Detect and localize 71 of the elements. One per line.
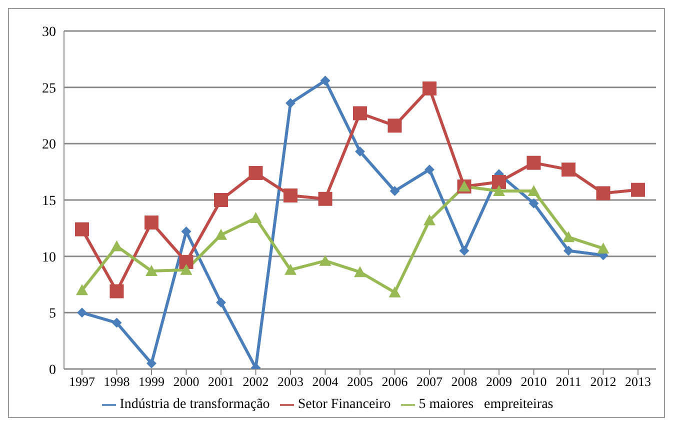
point [390,186,400,196]
point [424,214,436,226]
point [320,76,330,86]
point [146,264,158,276]
point [424,164,434,175]
point [286,98,296,108]
x-tick-label: 2000 [173,374,200,390]
point [110,240,123,252]
point [215,228,227,240]
point [181,226,192,237]
point [250,212,262,224]
point [459,246,470,256]
x-tick-label: 2009 [486,374,512,390]
x-tick-label: 2011 [556,374,582,390]
x-tick-label: 1998 [104,374,130,390]
point [492,174,506,189]
point [564,246,574,256]
point [214,193,228,207]
y-tick-label: 15 [42,194,56,209]
point [75,222,89,236]
point [77,308,87,318]
x-tick-label: 2004 [312,374,339,390]
point [144,216,158,230]
point [248,166,263,180]
point [216,298,226,308]
x-tick-label: 1997 [69,374,96,390]
point [179,254,194,269]
point [528,198,539,208]
point [318,192,332,206]
point [388,286,401,298]
x-tick-label: 2005 [347,374,373,390]
point [631,182,645,197]
y-tick-label: 0 [49,362,56,378]
x-tick-label: 2003 [278,374,304,390]
point [493,184,505,196]
x-tick-label: 2010 [520,374,547,390]
x-tick-label: 2012 [590,374,616,390]
point [284,188,298,202]
y-tick-label: 10 [42,250,56,266]
x-tick-label: 2008 [451,374,478,390]
point [422,81,436,96]
legend-label: Setor Financeiro [298,397,391,412]
x-tick-label: 2013 [625,374,651,390]
point [597,242,610,254]
point [562,231,574,242]
x-tick-label: 2006 [382,374,408,390]
point [354,266,366,278]
point [112,318,122,328]
x-tick-label: 2001 [208,374,234,390]
point [353,106,367,120]
point [355,146,365,157]
x-tick-label: 2002 [242,374,269,390]
point [180,264,192,275]
legend-label: Indústria de transformação [120,397,270,412]
point [319,254,332,266]
point [76,284,88,296]
point [284,264,296,275]
point [110,284,124,298]
point [388,118,402,133]
y-tick-label: 25 [42,81,56,96]
y-tick-label: 30 [42,24,56,40]
x-tick-label: 2007 [416,374,443,390]
point [146,358,156,368]
point [562,162,576,177]
point [596,186,610,200]
point [526,156,541,170]
legend-label: 5 maiores empreiteiras [418,397,554,412]
y-tick-label: 20 [42,138,56,153]
x-tick-label: 1999 [138,374,164,390]
y-tick-label: 5 [49,306,56,322]
point [528,184,540,196]
